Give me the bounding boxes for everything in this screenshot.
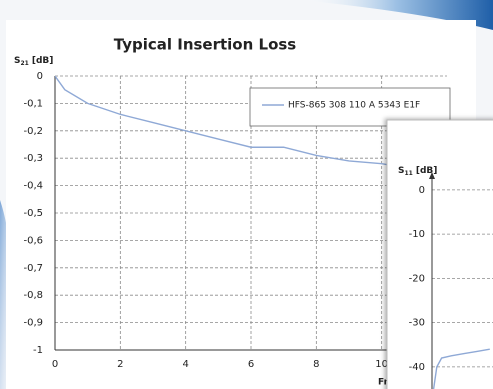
series-line [432, 348, 490, 389]
y-tick-label: -10 [409, 229, 425, 240]
axis-arrow [429, 172, 435, 179]
y-axis-label-part: S [398, 166, 404, 176]
chart-main: 0-0,1-0,2-0,3-0,4-0,5-0,6-0,7-0,8-0,9-10… [14, 56, 451, 388]
y-tick-label: -30 [409, 318, 425, 329]
y-tick-label: -0,3 [23, 153, 43, 164]
y-axis-label: S11 [dB] [398, 166, 437, 177]
y-tick-label: -20 [409, 273, 425, 284]
x-tick-label: 10 [375, 359, 388, 370]
inset-panel [386, 119, 493, 389]
y-axis-label-part: [dB] [32, 56, 54, 66]
y-tick-label: -40 [409, 362, 425, 373]
y-tick-label: 0 [37, 71, 43, 82]
series-line [55, 75, 447, 173]
legend-label: HFS-865 308 110 A 5343 E1F [288, 101, 420, 111]
y-tick-label: -0,9 [23, 318, 43, 329]
x-tick-label: 4 [182, 359, 188, 370]
x-axis-label: Fr [378, 378, 389, 388]
x-tick-label: 2 [117, 359, 123, 370]
y-axis-label: S21 [dB] [14, 56, 53, 67]
x-tick-label: 8 [313, 359, 319, 370]
y-axis-label-part: 11 [404, 170, 412, 177]
x-tick-label: 6 [248, 359, 254, 370]
y-tick-label: -0,6 [23, 235, 43, 246]
y-tick-label: -0,5 [23, 208, 43, 219]
y-tick-label: -0,4 [23, 181, 43, 192]
decor-swoosh [300, 0, 493, 30]
chart-title: Typical Insertion Loss [114, 36, 297, 54]
y-axis-label-part: S [14, 56, 20, 66]
y-tick-label: -1 [33, 345, 43, 356]
x-tick-label: 0 [52, 359, 58, 370]
y-tick-label: -0,8 [23, 290, 43, 301]
y-tick-label: -0,1 [23, 98, 43, 109]
y-axis-label-part: [dB] [416, 166, 438, 176]
y-tick-label: -0,2 [23, 126, 43, 137]
y-tick-label: 0 [419, 185, 425, 196]
chart-inset: 0 -10 -20 -30 -40 S11 [dB] [398, 166, 493, 389]
y-tick-label: -0,7 [23, 263, 43, 274]
y-axis-label-part: 21 [20, 60, 28, 67]
